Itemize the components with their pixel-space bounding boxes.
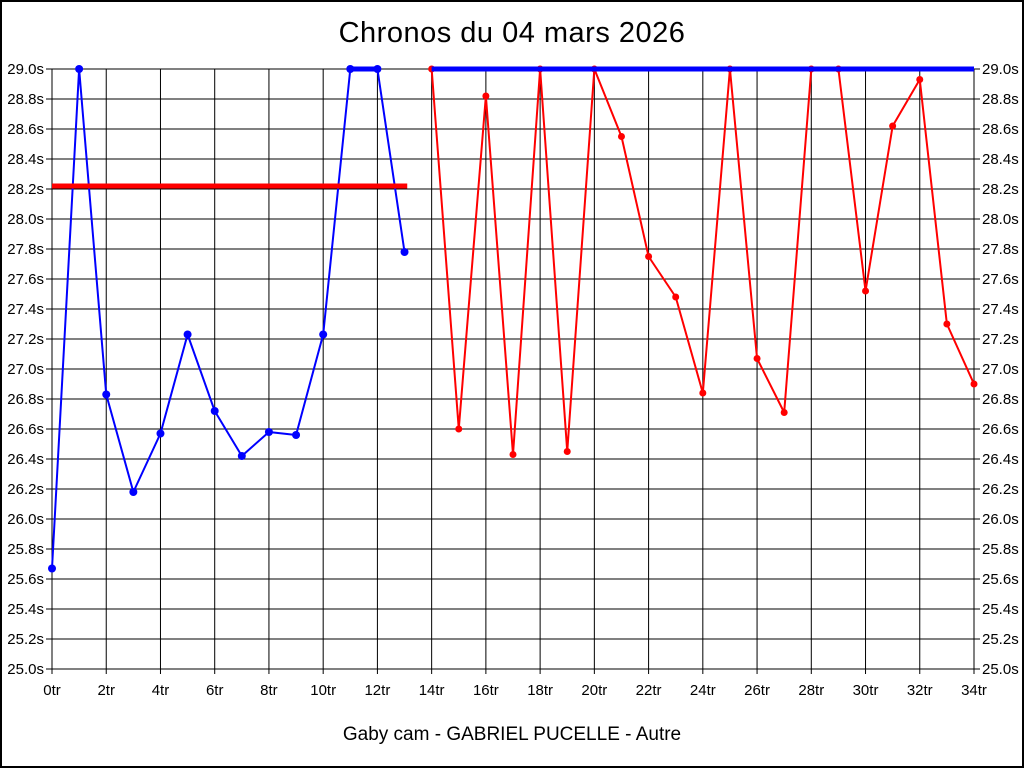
y-axis-label-right: 28.6s (982, 121, 1019, 138)
data-point-chronos-bleus (292, 431, 301, 439)
data-point-chronos-rouges (509, 451, 517, 458)
y-axis-label-left: 28.4s (7, 151, 44, 168)
data-point-chronos-bleus (48, 564, 56, 573)
data-point-chronos-rouges (943, 320, 951, 328)
x-axis-label: 20tr (581, 682, 607, 699)
x-axis-label: 18tr (527, 682, 553, 699)
y-axis-label-right: 27.6s (982, 271, 1019, 288)
x-axis-label: 34tr (961, 682, 987, 699)
x-axis-label: 26tr (744, 682, 770, 699)
x-axis-label: 6tr (206, 682, 224, 699)
data-point-chronos-bleus (237, 452, 246, 460)
y-axis-label-right: 27.2s (982, 331, 1019, 348)
y-axis-label-right: 25.0s (982, 661, 1019, 678)
y-axis-label-right: 28.4s (982, 151, 1019, 168)
data-point-chronos-bleus (264, 428, 273, 436)
y-axis-label-left: 28.0s (7, 211, 44, 228)
y-axis-label-left: 26.0s (7, 511, 44, 528)
y-axis-label-left: 26.8s (7, 391, 44, 408)
y-axis-label-left: 27.4s (7, 301, 44, 318)
y-axis-label-left: 26.2s (7, 481, 44, 498)
data-point-chronos-rouges (672, 293, 680, 301)
x-axis-label: 10tr (310, 682, 336, 699)
y-axis-label-right: 28.2s (982, 181, 1019, 198)
y-axis-label-left: 25.0s (7, 661, 44, 678)
data-point-chronos-rouges (482, 92, 490, 100)
series-line-chronos-bleus (51, 68, 406, 569)
data-point-chronos-rouges (753, 355, 761, 362)
y-axis-label-right: 26.6s (982, 421, 1019, 438)
y-axis-label-left: 27.0s (7, 361, 44, 378)
y-axis-label-right: 27.8s (982, 241, 1019, 258)
data-point-chronos-bleus (129, 488, 138, 496)
y-axis-label-left: 27.8s (7, 241, 44, 258)
data-point-chronos-bleus (400, 248, 409, 256)
y-axis-label-right: 28.0s (982, 211, 1019, 228)
y-axis-label-right: 26.0s (982, 511, 1019, 528)
x-axis-label: 2tr (97, 682, 115, 699)
data-point-chronos-bleus (102, 390, 111, 399)
y-axis-label-right: 26.2s (982, 481, 1019, 498)
y-axis-label-left: 29.0s (7, 61, 44, 78)
x-axis-label: 8tr (260, 682, 278, 699)
y-axis-label-left: 25.4s (7, 601, 44, 618)
data-point-chronos-bleus (156, 429, 165, 438)
x-axis-label: 0tr (43, 682, 61, 699)
data-point-chronos-bleus (183, 330, 192, 339)
data-point-chronos-rouges (889, 122, 897, 130)
y-axis-label-left: 26.4s (7, 451, 44, 468)
x-axis-label: 28tr (798, 682, 824, 699)
data-point-chronos-rouges (563, 448, 571, 455)
y-axis-label-right: 26.8s (982, 391, 1019, 408)
data-point-chronos-rouges (455, 425, 463, 433)
data-point-chronos-bleus (319, 330, 328, 339)
y-axis-label-left: 27.6s (7, 271, 44, 288)
y-axis-label-left: 26.6s (7, 421, 44, 438)
data-point-chronos-rouges (699, 389, 707, 397)
y-axis-label-left: 28.8s (7, 91, 44, 108)
x-axis-label: 32tr (907, 682, 933, 699)
y-axis-label-right: 28.8s (982, 91, 1019, 108)
y-axis-label-left: 27.2s (7, 331, 44, 348)
y-axis-label-left: 25.6s (7, 571, 44, 588)
x-axis-label: 4tr (152, 682, 170, 699)
chart-title: Chronos du 04 mars 2026 (338, 17, 686, 49)
data-point-chronos-rouges (780, 409, 788, 416)
y-axis-label-left: 28.6s (7, 121, 44, 138)
y-axis-label-right: 25.4s (982, 601, 1019, 618)
y-axis-label-left: 28.2s (7, 181, 44, 198)
data-point-chronos-bleus (210, 407, 219, 415)
data-point-chronos-rouges (916, 76, 924, 83)
data-point-chronos-rouges (645, 253, 653, 260)
y-axis-label-right: 25.8s (982, 541, 1019, 558)
data-point-chronos-rouges (617, 133, 625, 140)
y-axis-label-right: 27.0s (982, 361, 1019, 378)
data-point-chronos-rouges (862, 287, 870, 295)
x-axis-label: 22tr (636, 682, 662, 699)
y-axis-label-right: 25.6s (982, 571, 1019, 588)
y-axis-label-right: 25.2s (982, 631, 1019, 648)
y-axis-label-right: 27.4s (982, 301, 1019, 318)
y-axis-label-right: 29.0s (982, 61, 1019, 78)
data-point-chronos-rouges (970, 380, 978, 388)
chart-caption: Gaby cam - GABRIEL PUCELLE - Autre (342, 724, 682, 745)
y-axis-label-right: 26.4s (982, 451, 1019, 468)
data-point-chronos-bleus (75, 65, 84, 73)
x-axis-label: 30tr (853, 682, 879, 699)
x-axis-label: 12tr (364, 682, 390, 699)
y-axis-label-left: 25.8s (7, 541, 44, 558)
x-axis-label: 14tr (419, 682, 445, 699)
x-axis-label: 24tr (690, 682, 716, 699)
x-axis-label: 16tr (473, 682, 499, 699)
y-axis-label-left: 25.2s (7, 631, 44, 648)
